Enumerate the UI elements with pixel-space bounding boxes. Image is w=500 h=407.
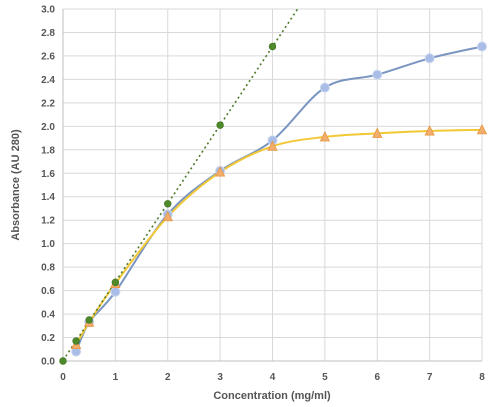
grid-layer (63, 8, 483, 361)
x-tick-label: 1 (113, 372, 119, 383)
series-1-point (267, 140, 278, 151)
axis-layer (62, 9, 482, 362)
series-0-point (110, 286, 121, 297)
series-2-point (268, 42, 277, 51)
series-2-point (216, 121, 224, 129)
series-1-point (372, 127, 383, 138)
series-0-point (319, 82, 330, 93)
y-axis-title: Absorbance (AU 280) (10, 129, 22, 241)
series-1-point (424, 125, 435, 136)
y-tick-label: 1.0 (41, 239, 55, 250)
curve-layer (63, 9, 482, 361)
y-tick-label: 0.8 (41, 263, 55, 274)
series-2-trendline (63, 9, 299, 361)
series-2-point (111, 278, 120, 287)
x-tick-label: 2 (165, 372, 171, 383)
y-tick-label: 0.4 (41, 310, 55, 321)
y-tick-label: 2.4 (41, 75, 55, 86)
x-tick-label: 3 (217, 372, 223, 383)
x-tick-label: 8 (479, 372, 485, 383)
series-0-point (424, 53, 435, 64)
y-tick-label: 2.6 (41, 51, 55, 62)
series-0-point (372, 69, 383, 80)
series-1-curve (75, 128, 482, 346)
x-tick-label: 0 (60, 372, 66, 383)
y-tick-label: 1.4 (41, 192, 55, 203)
y-tick-label: 2.8 (41, 28, 55, 39)
x-tick-label: 4 (270, 372, 276, 383)
label-layer: 0.0 0.2 0.4 0.6 0.8 1.0 1.2 1.4 1.6 1.8 2.0 2.2 2.4 2… (41, 5, 485, 384)
y-tick-label: 3.0 (41, 5, 55, 16)
series-1-point (214, 166, 226, 177)
y-tick-label: 0.0 (41, 357, 55, 368)
marker-layer (59, 41, 488, 365)
series-0-curve (75, 45, 482, 353)
x-tick-label: 7 (427, 372, 433, 383)
y-tick-label: 1.6 (41, 169, 55, 180)
y-tick-label: 0.6 (41, 286, 55, 297)
series-0-point (477, 41, 487, 52)
y-tick-label: 2.0 (41, 122, 55, 133)
series-2-point (72, 337, 80, 345)
series-2-point (85, 316, 93, 324)
series-1-point (476, 124, 488, 135)
y-tick-label: 1.2 (41, 216, 55, 227)
series-1-point (162, 210, 173, 222)
y-tick-label: 2.2 (41, 98, 55, 109)
x-tick-label: 5 (322, 372, 328, 383)
x-tick-label: 6 (374, 372, 380, 383)
series-2-point (164, 200, 172, 208)
series-1-point (319, 131, 331, 142)
y-tick-label: 1.8 (41, 145, 55, 156)
series-2-point (59, 357, 67, 365)
y-tick-label: 0.2 (41, 333, 55, 344)
x-axis-title: Concentration (mg/ml) (213, 390, 331, 402)
